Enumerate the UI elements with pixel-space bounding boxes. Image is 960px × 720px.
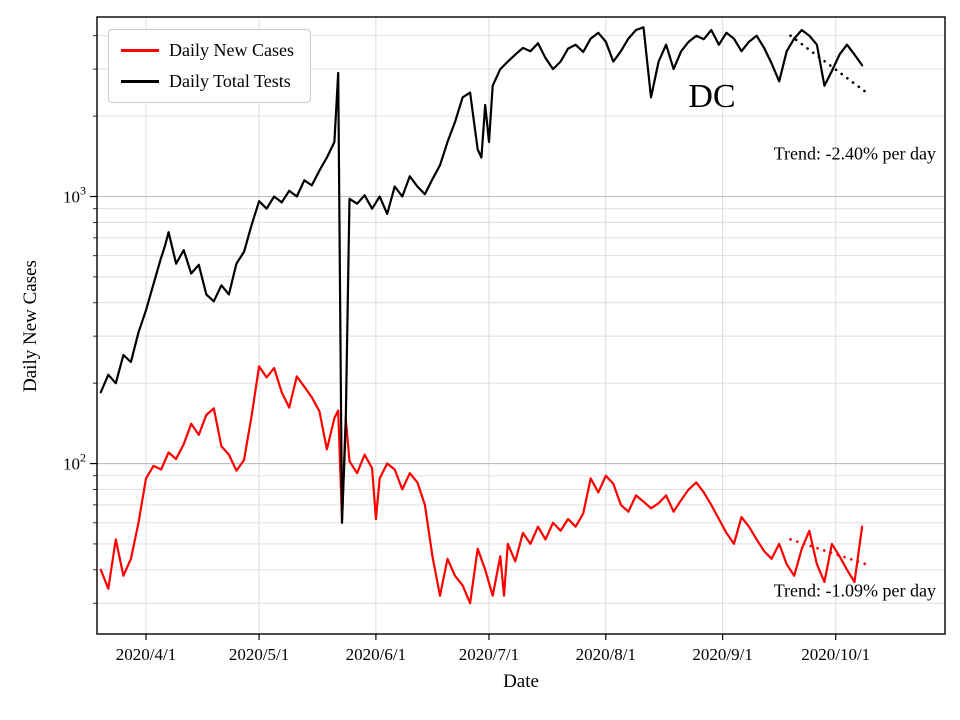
cases-trend-annotation: Trend: -1.09% per day [773,580,936,601]
x-axis-label: Date [503,671,539,692]
x-tick-label: 2020/4/1 [116,645,176,664]
legend: Daily New Cases Daily Total Tests [108,29,311,103]
y-axis-label: Daily New Cases [20,260,41,392]
tests-trend-annotation: Trend: -2.40% per day [773,143,936,164]
series-line-daily-total-tests [99,26,864,524]
x-tick-label: 2020/7/1 [459,645,519,664]
trend-dotted-line [789,538,868,566]
x-tick-label: 2020/8/1 [576,645,636,664]
legend-item-daily-new-cases: Daily New Cases [121,40,294,61]
state-annotation: DC [688,78,736,115]
red-line-swatch-icon [121,49,159,52]
black-line-swatch-icon [121,80,159,83]
legend-label: Daily New Cases [169,40,294,60]
x-tick-label: 2020/9/1 [692,645,752,664]
legend-item-daily-total-tests: Daily Total Tests [121,71,294,92]
y-tick-label: 103 [63,183,86,206]
trend-dotted-line [789,34,868,94]
series-line-daily-new-cases [99,365,864,605]
axes-frame [96,16,946,635]
y-tick-label: 102 [63,451,86,474]
x-tick-label: 2020/6/1 [346,645,406,664]
x-tick-label: 2020/10/1 [801,645,870,664]
legend-label: Daily Total Tests [169,71,291,91]
x-tick-label: 2020/5/1 [229,645,289,664]
